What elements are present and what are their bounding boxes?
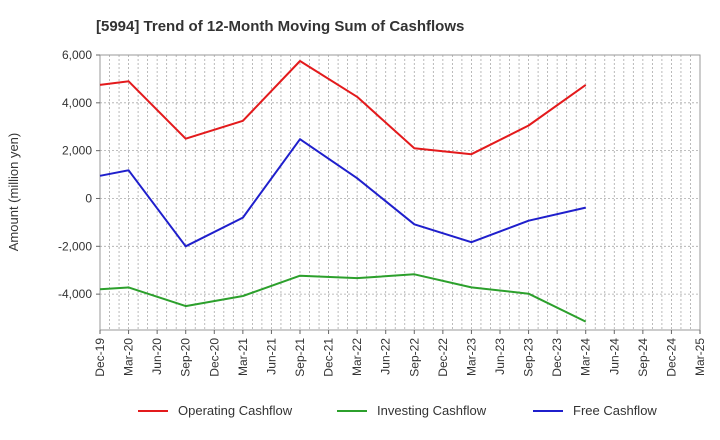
x-tick-label: Sep-22: [407, 338, 421, 377]
y-tick-label: 2,000: [62, 144, 92, 158]
y-tick-label: 0: [85, 191, 92, 205]
grid-lines: [100, 54, 700, 330]
x-tick-label: Sep-24: [636, 338, 650, 377]
x-tick-label: Dec-22: [436, 338, 450, 377]
y-tick-label: -2,000: [58, 239, 92, 253]
x-tick-label: Sep-23: [522, 338, 536, 377]
x-tick-label: Mar-20: [122, 338, 136, 376]
series-line: [99, 138, 586, 248]
chart-title: [5994] Trend of 12-Month Moving Sum of C…: [96, 18, 464, 35]
legend-entry: Free Cashflow: [573, 403, 657, 418]
legend-entry: Investing Cashflow: [377, 403, 487, 418]
y-tick-label: 4,000: [62, 96, 92, 110]
y-tick-label: -4,000: [58, 287, 92, 301]
x-tick-label: Mar-24: [579, 338, 593, 376]
series-lines: [99, 60, 587, 323]
x-tick-label: Mar-23: [464, 338, 478, 376]
series-line: [99, 60, 587, 156]
x-tick-label: Dec-24: [664, 338, 678, 377]
legend-entry: Operating Cashflow: [178, 403, 293, 418]
x-tick-label: Dec-20: [207, 338, 221, 377]
plot-area: [99, 54, 701, 331]
x-tick-label: Jun-23: [493, 338, 507, 375]
x-tick-label: Mar-21: [236, 338, 250, 376]
y-axis-label: Amount (million yen): [6, 133, 21, 252]
x-tick-label: Sep-20: [179, 338, 193, 377]
x-tick-label: Mar-25: [693, 338, 707, 376]
x-tick-label: Dec-23: [550, 338, 564, 377]
x-tick-label: Mar-22: [350, 338, 364, 376]
x-tick-label: Dec-19: [93, 338, 107, 377]
legend: Operating Cashflow Investing Cashflow Free…: [138, 403, 657, 418]
x-tick-label: Sep-21: [293, 338, 307, 377]
x-tick-label: Jun-21: [264, 338, 278, 375]
x-tick-label: Jun-20: [150, 338, 164, 375]
series-line: [99, 273, 587, 323]
x-axis: Dec-19 Mar-20 Jun-20 Sep-20 Dec-20 Mar-21 Jun-…: [93, 330, 707, 377]
y-tick-label: 6,000: [62, 48, 92, 62]
x-tick-label: Dec-21: [322, 338, 336, 377]
x-tick-label: Jun-24: [607, 338, 621, 375]
x-tick-label: Jun-22: [379, 338, 393, 375]
y-axis: 6,000 4,000 2,000 0 -2,000 -4,000: [58, 48, 100, 301]
